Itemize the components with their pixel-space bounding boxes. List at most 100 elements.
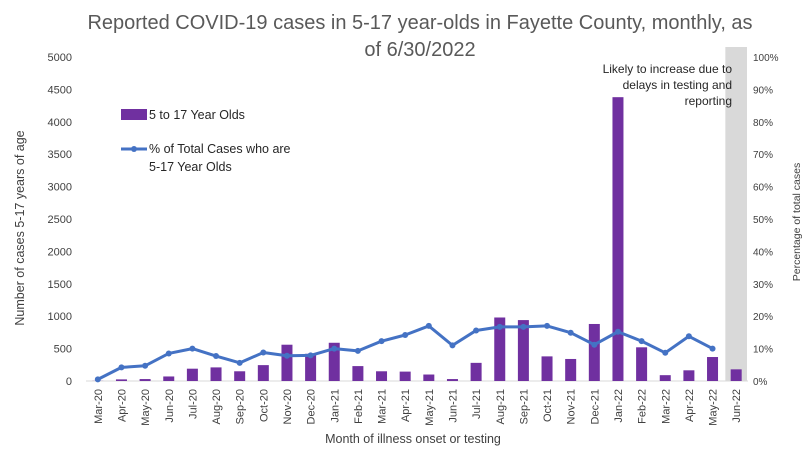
right-axis-ticks: 0% 10% 20% 30% 40% 50% 60% 70% 80% 90% 100% bbox=[753, 53, 779, 388]
point-oct-20 bbox=[260, 349, 267, 356]
point-feb-21 bbox=[354, 347, 361, 354]
bar-apr-21 bbox=[399, 371, 411, 381]
bar-nov-20 bbox=[281, 344, 293, 381]
bar-dec-20 bbox=[305, 353, 317, 381]
left-tick-label: 4500 bbox=[48, 84, 72, 96]
point-apr-21 bbox=[402, 331, 409, 338]
x-tick-label: Jul-20 bbox=[187, 389, 199, 419]
right-tick-label: 100% bbox=[753, 53, 779, 64]
point-nov-21 bbox=[567, 329, 574, 336]
bar-dec-21 bbox=[588, 323, 600, 381]
point-aug-20 bbox=[213, 353, 220, 360]
point-sep-20 bbox=[236, 359, 243, 366]
right-tick-label: 20% bbox=[753, 312, 773, 323]
right-tick-label: 80% bbox=[753, 118, 773, 129]
left-tick-label: 500 bbox=[54, 344, 72, 356]
x-tick-label: Jun-20 bbox=[164, 389, 176, 423]
point-dec-21 bbox=[591, 341, 598, 348]
bar-feb-21 bbox=[352, 366, 364, 381]
chart-title-line-1: Reported COVID-19 cases in 5-17 year-old… bbox=[87, 12, 752, 34]
x-axis-ticks: Mar-20 Apr-20 May-20 Jun-20 Jul-20 Aug-20 Sep-… bbox=[93, 389, 743, 426]
x-tick-label: Mar-21 bbox=[377, 389, 389, 424]
legend-label-line: % of Total Cases who are 5-17 Year Olds bbox=[149, 142, 291, 174]
point-mar-21 bbox=[378, 338, 385, 345]
left-tick-label: 4000 bbox=[48, 117, 72, 129]
jun-22-highlight-band bbox=[725, 47, 747, 381]
x-tick-label: Aug-21 bbox=[495, 389, 507, 424]
bar-jul-21 bbox=[470, 362, 482, 381]
legend-swatch-bars bbox=[121, 109, 147, 120]
left-tick-label: 5000 bbox=[48, 52, 72, 64]
bar-apr-20 bbox=[115, 379, 127, 381]
x-tick-label: Nov-21 bbox=[566, 389, 578, 424]
point-jul-20 bbox=[189, 345, 196, 352]
point-mar-22 bbox=[662, 349, 669, 356]
y-axis-left-label: Number of cases 5-17 years of age bbox=[13, 130, 27, 325]
bar-sep-21 bbox=[517, 320, 529, 381]
left-tick-label: 1000 bbox=[48, 311, 72, 323]
left-tick-label: 2500 bbox=[48, 214, 72, 226]
bar-series-5-to-17 bbox=[92, 97, 742, 382]
x-tick-label: Sep-20 bbox=[235, 389, 247, 424]
point-may-22 bbox=[709, 345, 716, 352]
point-may-20 bbox=[142, 362, 149, 369]
right-tick-label: 70% bbox=[753, 150, 773, 161]
bar-jun-21 bbox=[446, 379, 458, 381]
x-tick-label: Jul-21 bbox=[471, 389, 483, 419]
x-tick-label: Sep-21 bbox=[518, 389, 530, 424]
right-tick-label: 30% bbox=[753, 280, 773, 291]
x-tick-label: Nov-20 bbox=[282, 389, 294, 424]
point-jul-21 bbox=[473, 327, 480, 334]
x-tick-label: Apr-22 bbox=[684, 389, 696, 422]
point-apr-20 bbox=[118, 364, 125, 371]
bar-jan-21 bbox=[328, 342, 340, 381]
bar-oct-20 bbox=[257, 365, 269, 381]
left-tick-label: 1500 bbox=[48, 279, 72, 291]
point-apr-22 bbox=[685, 333, 692, 340]
x-axis-label: Month of illness onset or testing bbox=[325, 432, 501, 446]
bar-apr-22 bbox=[683, 370, 695, 381]
bar-mar-22 bbox=[659, 375, 671, 381]
bar-oct-21 bbox=[541, 356, 553, 381]
x-tick-label: Mar-20 bbox=[93, 389, 105, 424]
x-tick-label: Jun-22 bbox=[731, 389, 743, 423]
legend-swatch-marker bbox=[131, 146, 137, 152]
bar-jun-20 bbox=[163, 376, 175, 381]
left-tick-label: 2000 bbox=[48, 246, 72, 258]
x-tick-label: Dec-21 bbox=[589, 389, 601, 424]
bar-mar-21 bbox=[376, 371, 388, 381]
x-tick-label: Feb-22 bbox=[637, 389, 649, 424]
right-tick-label: 90% bbox=[753, 85, 773, 96]
x-tick-label: Mar-22 bbox=[660, 389, 672, 424]
point-mar-20 bbox=[94, 376, 101, 383]
chart-title-line-2: of 6/30/2022 bbox=[364, 39, 475, 61]
point-aug-21 bbox=[496, 323, 503, 330]
right-tick-label: 40% bbox=[753, 247, 773, 258]
x-tick-label: Feb-21 bbox=[353, 389, 365, 424]
right-tick-label: 0% bbox=[753, 377, 768, 388]
annotation-line-3: reporting bbox=[685, 94, 732, 108]
chart-title: Reported COVID-19 cases in 5-17 year-old… bbox=[87, 12, 752, 61]
bar-sep-20 bbox=[234, 371, 246, 381]
left-tick-label: 3000 bbox=[48, 182, 72, 194]
annotation-line-1: Likely to increase due to bbox=[603, 62, 733, 76]
bar-jun-22 bbox=[730, 369, 742, 381]
point-sep-21 bbox=[520, 323, 527, 330]
point-dec-20 bbox=[307, 352, 314, 359]
bar-feb-22 bbox=[636, 347, 648, 381]
left-tick-label: 0 bbox=[66, 376, 72, 388]
bar-aug-20 bbox=[210, 367, 222, 381]
bar-may-22 bbox=[707, 357, 719, 381]
point-feb-22 bbox=[638, 338, 645, 345]
point-oct-21 bbox=[544, 322, 551, 329]
point-may-21 bbox=[425, 322, 432, 329]
x-tick-label: May-21 bbox=[424, 389, 436, 426]
right-tick-label: 50% bbox=[753, 215, 773, 226]
bar-may-20 bbox=[139, 379, 151, 381]
x-tick-label: Oct-21 bbox=[542, 389, 554, 422]
legend: 5 to 17 Year Olds % of Total Cases who a… bbox=[121, 108, 291, 174]
x-tick-label: Apr-21 bbox=[400, 389, 412, 422]
x-tick-label: Dec-20 bbox=[306, 389, 318, 424]
y-axis-right-label: Percentage of total cases bbox=[791, 163, 803, 282]
